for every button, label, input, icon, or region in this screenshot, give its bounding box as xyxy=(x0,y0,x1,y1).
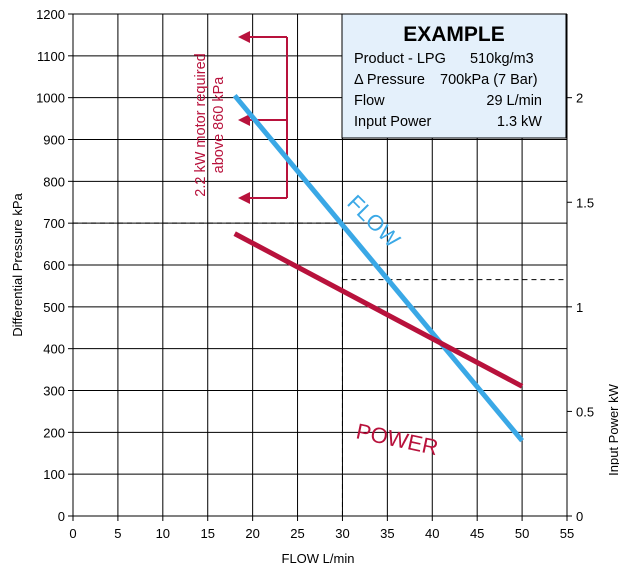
x-tick-label-9: 45 xyxy=(470,526,484,541)
example-line-product-value: 510kg/m3 xyxy=(470,51,534,67)
example-box: EXAMPLE Product - LPG 510kg/m3 Δ Pressur… xyxy=(341,13,567,139)
example-title: EXAMPLE xyxy=(403,23,505,46)
annotation-arrow-head-1 xyxy=(238,114,250,126)
y-tick-label-11: 1100 xyxy=(37,49,65,64)
y-tick-label-10: 1000 xyxy=(36,91,65,106)
y-tick-label-7: 700 xyxy=(43,216,65,231)
motor-annotation-line-1: 2.2 kW motor required xyxy=(193,53,209,196)
y2-tick-label-3: 1.5 xyxy=(576,195,594,210)
x-tick-label-7: 35 xyxy=(380,526,394,541)
example-line-pressure-value: 700kPa (7 Bar) xyxy=(440,72,538,88)
y-tick-label-12: 1200 xyxy=(36,7,65,22)
example-line-pressure-label: Δ Pressure xyxy=(354,72,425,88)
motor-annotation-line-2: above 860 kPa xyxy=(211,76,227,174)
series-line-flow xyxy=(232,93,525,443)
example-line-power-value: 1.3 kW xyxy=(497,114,542,130)
annotation-arrow-head-0 xyxy=(238,31,250,43)
y-tick-label-4: 400 xyxy=(43,342,65,357)
y2-tick-label-4: 2 xyxy=(576,91,583,106)
y-tick-label-5: 500 xyxy=(43,300,65,315)
x-tick-label-5: 25 xyxy=(290,526,304,541)
example-box-background xyxy=(341,13,567,139)
y2-axis-label: Input Power kW xyxy=(606,383,619,475)
y-tick-label-2: 200 xyxy=(43,425,65,440)
example-line-product-label: Product - LPG xyxy=(354,51,446,67)
y-tick-label-0: 0 xyxy=(58,509,65,524)
y-tick-label-6: 600 xyxy=(43,258,65,273)
flow-series-label: FLOW xyxy=(342,190,405,253)
y-axis-label: Differential Pressure kPa xyxy=(10,192,25,336)
y-tick-label-8: 800 xyxy=(43,174,65,189)
y-tick-label-3: 300 xyxy=(43,384,65,399)
x-tick-label-0: 0 xyxy=(69,526,76,541)
x-tick-label-4: 20 xyxy=(245,526,259,541)
x-tick-label-8: 40 xyxy=(425,526,439,541)
reference-lines xyxy=(73,222,567,516)
y2-tick-label-2: 1 xyxy=(576,300,583,315)
x-tick-label-1: 5 xyxy=(114,526,121,541)
example-line-flow-value: 29 L/min xyxy=(486,93,542,109)
y-tick-label-1: 100 xyxy=(43,467,65,482)
motor-annotation: 2.2 kW motor required above 860 kPa xyxy=(193,31,288,204)
example-line-flow-label: Flow xyxy=(354,93,385,109)
example-line-power-label: Input Power xyxy=(354,114,432,130)
power-series-label: POWER xyxy=(354,418,441,460)
y2-tick-label-0: 0 xyxy=(576,509,583,524)
y-tick-label-9: 900 xyxy=(43,133,65,148)
annotation-arrow-head-2 xyxy=(238,192,250,204)
x-tick-label-6: 30 xyxy=(335,526,349,541)
x-tick-label-2: 10 xyxy=(156,526,170,541)
x-tick-label-3: 15 xyxy=(200,526,214,541)
y2-tick-label-1: 0.5 xyxy=(576,404,594,419)
series-lines xyxy=(232,93,525,443)
x-tick-label-11: 55 xyxy=(560,526,574,541)
series-line-power xyxy=(233,231,524,389)
x-axis-label: FLOW L/min xyxy=(282,551,355,566)
axes: 0 5 10 15 20 25 30 35 40 45 50 55010020030040050060… xyxy=(36,7,594,541)
x-tick-label-10: 50 xyxy=(515,526,529,541)
